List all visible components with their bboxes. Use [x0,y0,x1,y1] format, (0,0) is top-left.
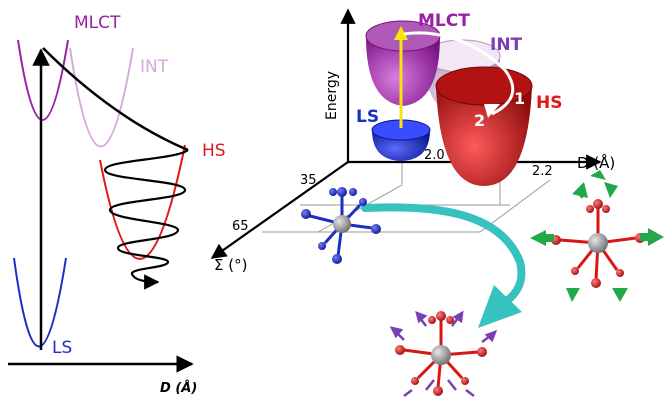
hs-vibration-arrows [530,170,664,302]
hs-curve [99,144,186,260]
left-mlct-label: MLCT [74,13,121,33]
sigma-axis [210,161,349,259]
relaxation-curve [42,47,189,152]
left-hs-label: HS [202,141,226,161]
d-tick-2-2: 2.2 [532,164,553,179]
right-3d-panel: Energy D (Å) Σ (°) 2.0 2.2 35 65 [210,8,615,328]
relaxation-path [403,31,515,116]
distortion-arrows [389,310,498,397]
left-x-axis-label: D (Å) [160,380,197,396]
step-label-2: 2 [474,111,485,130]
right-int-label: INT [490,35,523,55]
distorted-molecule [389,310,498,397]
path-arrow [361,203,526,304]
ls-curve [13,257,67,348]
step-label-1: 1 [514,89,525,108]
sigma-axis-label: Σ (°) [214,256,247,274]
mlct-surface [365,20,441,106]
int-curve [69,47,134,148]
right-ls-label: LS [356,107,379,127]
ls-molecule [301,187,381,264]
mlct-curve [17,39,69,121]
d-axis-label: D (Å) [577,153,615,172]
ls-surface [371,119,431,161]
d-tick-2-0: 2.0 [424,148,445,163]
right-mlct-label: MLCT [418,11,470,31]
sigma-tick-65: 65 [232,219,249,234]
vibration-spiral [103,149,189,290]
hs-molecule [530,170,664,302]
path-arrow-head [478,285,522,328]
left-potential-panel: MLCT INT HS LS D (Å) [8,13,226,396]
ls-to-mlct-arrowhead [394,26,408,40]
right-hs-label: HS [536,93,562,113]
relaxation-path-head [484,104,500,118]
left-ls-label: LS [52,338,72,358]
sigma-tick-35: 35 [300,173,317,188]
left-int-label: INT [140,57,169,77]
energy-axis-label: Energy [324,71,340,120]
